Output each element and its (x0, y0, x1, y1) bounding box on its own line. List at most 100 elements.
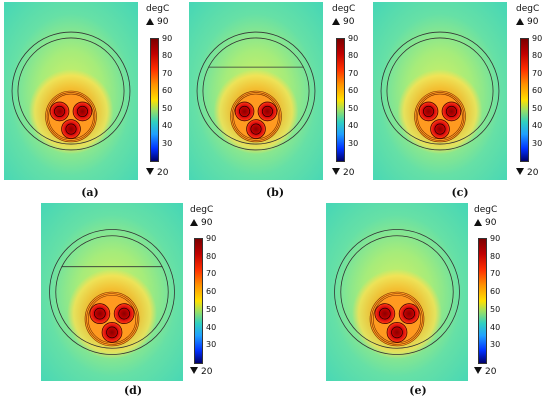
conductor-ring (94, 307, 106, 320)
temperature-plot (41, 203, 183, 381)
triangle-down-icon (474, 367, 482, 374)
conductor-ring (434, 123, 446, 135)
thermal-field-svg (41, 203, 183, 381)
colorbar-tick: 60 (162, 86, 173, 96)
colorbar-min: 20 (516, 168, 538, 178)
cable-core (257, 101, 278, 122)
cable-core (386, 322, 408, 343)
inner-pipe-ring (202, 37, 310, 145)
colorbar-tick: 60 (532, 86, 543, 96)
conductor-ring (379, 307, 391, 320)
colorbar (520, 38, 529, 162)
conductor-ring (76, 105, 88, 117)
colorbar (336, 38, 345, 162)
outer-pipe-ring (49, 229, 175, 355)
conductor-ring (403, 307, 415, 320)
colorbar (194, 238, 203, 364)
colorbar-tick: 30 (206, 340, 217, 350)
cable-core (234, 101, 255, 122)
colorbar-unit: degC (146, 4, 170, 14)
colorbar-tick: 90 (532, 34, 543, 43)
colorbar-tick: 60 (490, 287, 501, 297)
conductor-ring (54, 105, 66, 117)
colorbar-tick: 80 (206, 251, 217, 261)
cable-core (72, 101, 93, 122)
inner-pipe-ring (340, 235, 454, 349)
cable-sheath (46, 92, 96, 141)
triangle-down-icon (146, 168, 154, 175)
cable-sheath (415, 92, 465, 141)
cable-sheath (86, 293, 138, 345)
conductor-ring (118, 307, 130, 320)
conductor-ring (106, 326, 118, 339)
cable-sheath (371, 293, 423, 345)
colorbar-tick: 50 (532, 103, 543, 113)
colorbar-tick: 90 (162, 34, 173, 43)
cable-sheath (231, 92, 281, 141)
colorbar-max: 90 (516, 17, 538, 27)
outer-pipe-ring (334, 229, 460, 355)
colorbar-tick: 30 (162, 138, 173, 148)
triangle-up-icon (332, 18, 340, 25)
conductor-ring (445, 105, 457, 117)
colorbar (150, 38, 159, 162)
colorbar-tick: 40 (162, 121, 173, 131)
cable-core (61, 119, 81, 139)
cable-sheath (417, 93, 463, 140)
colorbar-max: 90 (146, 17, 168, 27)
inner-pipe-ring (55, 235, 169, 349)
cable-core (418, 101, 439, 122)
colorbar-unit: degC (332, 4, 356, 14)
outer-pipe-ring (380, 31, 500, 151)
panel-caption: (b) (265, 186, 285, 199)
outer-pipe-ring (11, 31, 131, 151)
inner-pipe-ring (17, 37, 125, 145)
triangle-down-icon (332, 168, 340, 175)
cable-sheath (233, 93, 279, 140)
colorbar-min: 20 (332, 168, 354, 178)
cable-core (246, 119, 266, 139)
thermal-field-svg (326, 203, 468, 381)
panel-caption: (a) (81, 186, 99, 199)
inner-pipe-ring (386, 37, 494, 145)
cable-core (430, 119, 450, 139)
colorbar-unit: degC (190, 205, 214, 215)
cable-core (101, 322, 123, 343)
cable-sheath (372, 294, 422, 344)
colorbar-tick: 70 (206, 269, 217, 279)
colorbar-tick: 50 (162, 103, 173, 113)
conductor-ring (261, 105, 273, 117)
colorbar-tick: 60 (206, 287, 217, 297)
conductor-ring (423, 105, 435, 117)
cable-sheath (87, 294, 137, 344)
outer-pipe-ring (196, 31, 316, 151)
colorbar-tick: 70 (348, 68, 359, 78)
colorbar-tick: 30 (532, 138, 543, 148)
colorbar-tick: 80 (162, 51, 173, 61)
colorbar-tick: 90 (348, 34, 359, 43)
conductor-ring (250, 123, 262, 135)
thermal-field-svg (373, 2, 507, 180)
triangle-down-icon (190, 367, 198, 374)
cable-core (89, 303, 111, 324)
colorbar-tick: 80 (532, 51, 543, 61)
colorbar-tick: 70 (162, 68, 173, 78)
colorbar-tick: 50 (490, 304, 501, 314)
colorbar-tick: 70 (532, 68, 543, 78)
colorbar-tick: 80 (348, 51, 359, 61)
colorbar-tick: 40 (532, 121, 543, 131)
colorbar-max: 90 (332, 17, 354, 27)
colorbar-max: 90 (474, 218, 496, 228)
temperature-plot (189, 2, 323, 180)
colorbar-tick: 90 (206, 234, 217, 243)
conductor-ring (65, 123, 77, 135)
cable-core (374, 303, 396, 324)
panel-caption: (c) (451, 186, 469, 199)
colorbar-tick: 50 (348, 103, 359, 113)
conductor-ring (391, 326, 403, 339)
colorbar-min: 20 (190, 367, 212, 377)
colorbar-tick: 80 (490, 251, 501, 261)
triangle-down-icon (516, 168, 524, 175)
cable-core (398, 303, 420, 324)
colorbar-tick: 30 (490, 340, 501, 350)
